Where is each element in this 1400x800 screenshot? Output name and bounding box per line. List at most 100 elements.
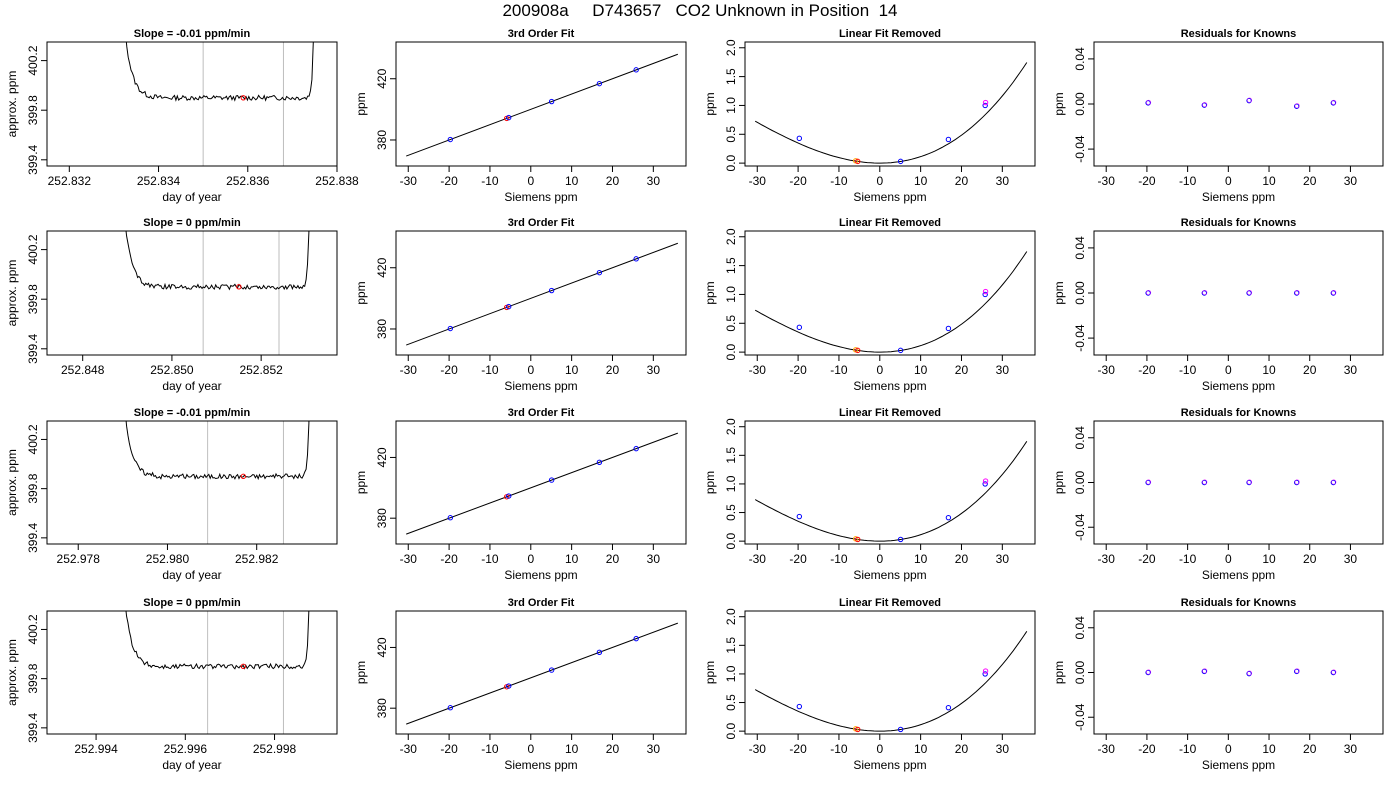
y-tick-label: 0.5 bbox=[724, 126, 738, 143]
x-tick-label: 0 bbox=[876, 174, 883, 188]
y-tick-label: 1.5 bbox=[724, 257, 738, 274]
plot-frame bbox=[1093, 420, 1384, 545]
x-tick-label: -10 bbox=[830, 552, 848, 566]
x-tick-label: -10 bbox=[481, 174, 499, 188]
y-axis-label: ppm bbox=[354, 661, 368, 684]
data-point bbox=[1201, 102, 1208, 108]
panel-resid-row-1: Residuals for Knowns -30 -20 -10 0 10 20 30 -0.0… bbox=[1052, 217, 1384, 393]
x-axis-label: Siemens ppm bbox=[853, 758, 926, 772]
data-point bbox=[633, 256, 639, 262]
x-axis-label: Siemens ppm bbox=[1202, 190, 1275, 204]
data-point bbox=[633, 67, 639, 73]
data-point bbox=[548, 98, 555, 105]
x-tick-label: 10 bbox=[914, 363, 928, 377]
panel-title: 3rd Order Fit bbox=[508, 407, 575, 419]
data-point bbox=[1202, 479, 1208, 485]
x-tick-label: 0 bbox=[527, 742, 534, 756]
x-tick-label: 252.834 bbox=[137, 174, 181, 188]
data-point bbox=[1331, 99, 1337, 105]
x-tick-label: -30 bbox=[749, 363, 767, 377]
y-tick-label: 399.4 bbox=[26, 713, 40, 743]
data-point bbox=[897, 347, 904, 354]
x-axis-label: day of year bbox=[162, 568, 221, 582]
y-tick-label: 0.04 bbox=[1073, 236, 1087, 260]
data-point bbox=[506, 114, 512, 121]
data-point bbox=[1202, 668, 1208, 674]
data-point bbox=[1331, 479, 1337, 485]
y-tick-label: 0.5 bbox=[724, 315, 738, 332]
x-tick-label: 10 bbox=[565, 742, 579, 756]
x-tick-label: 10 bbox=[565, 174, 579, 188]
data-point bbox=[982, 102, 988, 109]
data-point bbox=[447, 325, 454, 332]
y-tick-label: 399.4 bbox=[26, 144, 40, 174]
y-tick-label: 0.00 bbox=[1073, 470, 1087, 494]
data-point bbox=[982, 99, 989, 106]
y-axis-label: ppm bbox=[703, 471, 717, 494]
x-tick-label: 0 bbox=[1225, 363, 1232, 377]
data-marks bbox=[754, 441, 1028, 543]
x-axis-label: Siemens ppm bbox=[504, 758, 577, 772]
data-point bbox=[1145, 669, 1151, 676]
fit-line bbox=[406, 432, 679, 535]
data-point bbox=[945, 514, 952, 521]
data-point bbox=[1246, 97, 1252, 104]
x-tick-label: 30 bbox=[647, 363, 661, 377]
x-tick-label: -30 bbox=[1098, 174, 1116, 188]
x-tick-label: 30 bbox=[647, 742, 661, 756]
data-marks bbox=[754, 62, 1028, 165]
panel-time-row-3: Slope = 0 ppm/min 252.994 252.996 252.998 39… bbox=[5, 597, 338, 772]
panel-title: Slope = -0.01 ppm/min bbox=[134, 28, 251, 40]
x-tick-label: 252.994 bbox=[74, 742, 118, 756]
data-point bbox=[1247, 289, 1253, 295]
x-tick-label: -30 bbox=[400, 363, 418, 377]
data-marks bbox=[406, 53, 679, 157]
x-tick-label: 0 bbox=[876, 552, 883, 566]
data-point bbox=[596, 269, 603, 276]
y-tick-label: 0.5 bbox=[724, 504, 738, 521]
x-tick-label: 10 bbox=[1262, 174, 1276, 188]
y-tick-label: 1.5 bbox=[724, 447, 738, 464]
y-tick-label: 0.0 bbox=[724, 532, 738, 549]
data-point bbox=[982, 481, 988, 487]
panel-resid-row-3: Residuals for Knowns -30 -20 -10 0 10 20 30 -0.0… bbox=[1052, 597, 1384, 772]
data-point bbox=[548, 477, 555, 483]
panel-title: Slope = 0 ppm/min bbox=[143, 597, 241, 609]
panel-title: 3rd Order Fit bbox=[508, 597, 575, 609]
data-point bbox=[1247, 670, 1253, 676]
x-tick-label: 0 bbox=[876, 742, 883, 756]
y-tick-label: 0.5 bbox=[724, 694, 738, 711]
fit-line bbox=[406, 622, 679, 725]
panel-title: Residuals for Knowns bbox=[1181, 28, 1297, 40]
y-axis-label: ppm bbox=[1052, 281, 1066, 304]
y-tick-label: 0.00 bbox=[1073, 281, 1087, 305]
panel-linear-row-0: Linear Fit Removed -30 -20 -10 0 10 20 30 0.0 0.5… bbox=[703, 28, 1036, 204]
data-point bbox=[596, 459, 603, 466]
y-tick-label: 2.0 bbox=[724, 228, 738, 245]
data-point bbox=[1294, 289, 1300, 295]
plot-frame bbox=[395, 230, 687, 356]
panel-title: Residuals for Knowns bbox=[1181, 597, 1297, 609]
panel-time-row-0: Slope = -0.01 ppm/min 252.832 252.834 252.8… bbox=[5, 28, 359, 204]
data-point bbox=[1331, 669, 1337, 675]
y-tick-label: 2.0 bbox=[724, 608, 738, 625]
panel-resid-row-2: Residuals for Knowns -30 -20 -10 0 10 20 30 -0.0… bbox=[1052, 407, 1384, 582]
x-tick-label: -30 bbox=[400, 174, 418, 188]
x-tick-label: -30 bbox=[400, 742, 418, 756]
x-tick-label: -10 bbox=[1179, 174, 1197, 188]
y-tick-label: 0.00 bbox=[1073, 660, 1087, 684]
panel-linear-row-2: Linear Fit Removed -30 -20 -10 0 10 20 30 0.0 0.5… bbox=[703, 407, 1036, 582]
data-point bbox=[1294, 479, 1300, 486]
x-tick-label: -30 bbox=[749, 552, 767, 566]
panel-linear-row-1: Linear Fit Removed -30 -20 -10 0 10 20 30 0.0 0.5… bbox=[703, 217, 1036, 393]
y-axis-label: ppm bbox=[1052, 471, 1066, 494]
data-point bbox=[897, 536, 904, 543]
x-tick-label: 20 bbox=[955, 552, 969, 566]
data-point bbox=[506, 303, 512, 310]
data-point bbox=[506, 683, 512, 689]
plot-frame bbox=[744, 41, 1036, 167]
y-tick-label: 380 bbox=[375, 130, 389, 150]
data-marks bbox=[125, 42, 314, 166]
data-point bbox=[1246, 479, 1252, 486]
x-tick-label: 10 bbox=[565, 552, 579, 566]
